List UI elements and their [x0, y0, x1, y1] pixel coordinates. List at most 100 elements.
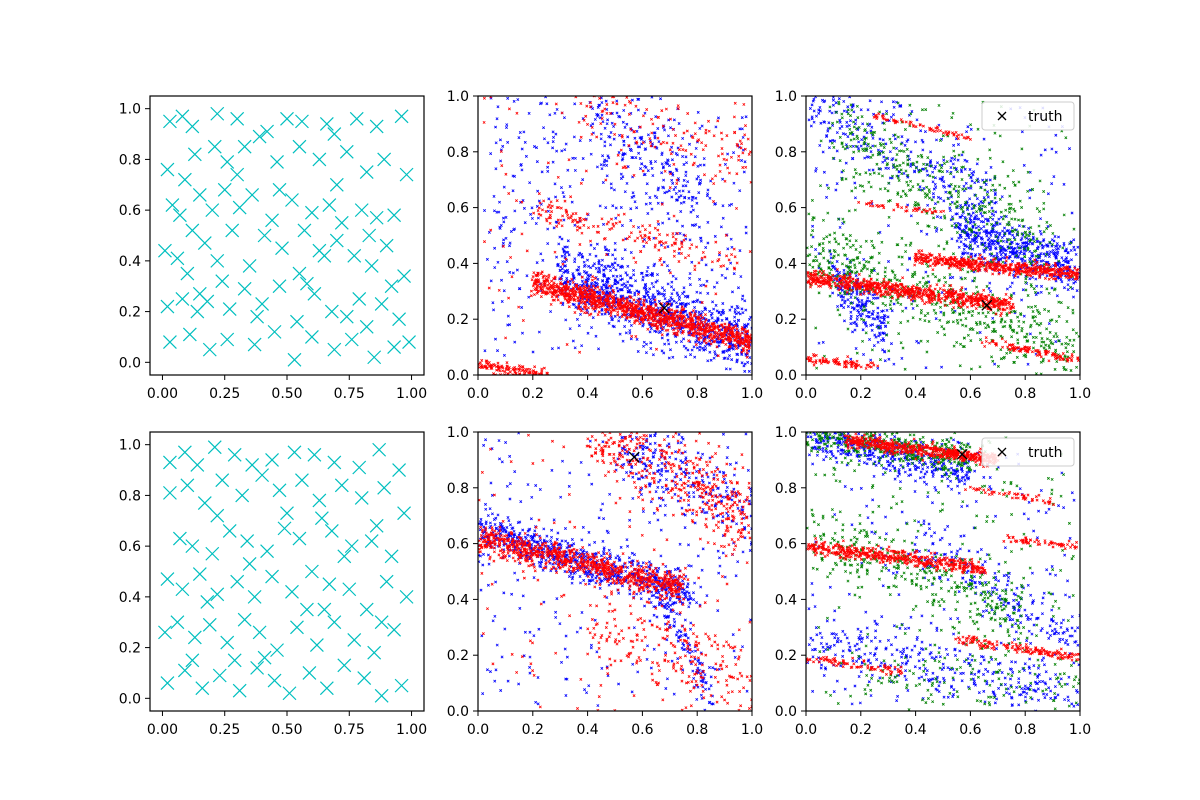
data-point	[512, 368, 516, 372]
data-point	[671, 312, 675, 316]
data-point	[561, 289, 564, 293]
data-point	[497, 368, 501, 372]
data-point	[720, 273, 724, 277]
data-point	[605, 290, 609, 294]
data-point	[633, 239, 637, 243]
data-point	[557, 206, 561, 210]
data-point	[327, 342, 342, 357]
data-point	[604, 310, 608, 314]
data-point	[678, 314, 682, 318]
data-point	[625, 299, 629, 303]
data-point	[707, 335, 711, 339]
data-point	[569, 195, 573, 199]
data-point	[580, 255, 584, 259]
data-point	[521, 319, 525, 323]
data-point	[918, 185, 922, 189]
data-point	[749, 340, 752, 344]
data-point	[740, 297, 744, 301]
data-point	[574, 211, 578, 215]
data-point	[605, 222, 609, 226]
data-point	[660, 286, 664, 290]
data-point	[596, 282, 600, 286]
data-point	[1053, 235, 1057, 238]
data-point	[496, 260, 500, 264]
data-point	[591, 306, 595, 310]
data-point	[672, 214, 676, 218]
data-point	[1054, 279, 1058, 283]
data-point	[562, 250, 566, 254]
data-point	[628, 299, 632, 303]
data-point	[532, 145, 536, 149]
data-point	[727, 332, 730, 336]
data-point	[540, 367, 544, 371]
data-point	[192, 187, 207, 202]
data-point	[709, 313, 713, 317]
data-point	[636, 97, 640, 101]
data-point	[505, 123, 509, 127]
data-point	[741, 294, 745, 298]
data-point	[701, 323, 705, 327]
data-point	[655, 320, 659, 324]
data-point	[675, 178, 679, 182]
data-point	[681, 148, 685, 152]
data-point	[626, 280, 630, 284]
data-point	[679, 311, 683, 315]
data-point	[842, 306, 846, 310]
data-point	[597, 310, 601, 314]
data-point	[675, 309, 679, 313]
data-point	[683, 305, 687, 309]
data-point	[630, 314, 634, 318]
data-point	[537, 206, 541, 210]
data-point	[700, 141, 704, 145]
data-point	[682, 337, 686, 341]
data-point	[740, 307, 744, 311]
data-point	[698, 345, 702, 349]
data-point	[695, 245, 699, 249]
data-point	[583, 294, 587, 298]
data-point	[745, 351, 749, 355]
data-point	[701, 310, 705, 314]
data-point	[517, 364, 521, 368]
data-point	[613, 132, 617, 136]
data-point	[882, 338, 886, 342]
data-point	[857, 140, 861, 144]
data-point	[645, 182, 649, 186]
data-point	[579, 102, 583, 106]
data-point	[536, 216, 540, 220]
data-point	[850, 105, 854, 109]
data-point	[242, 259, 257, 273]
data-point	[661, 327, 665, 331]
data-point	[618, 220, 622, 224]
data-point	[723, 179, 727, 183]
data-point	[666, 282, 670, 286]
data-point	[185, 223, 200, 238]
data-point	[634, 260, 638, 264]
data-point	[704, 318, 708, 322]
data-point	[675, 291, 679, 295]
data-point	[702, 339, 706, 343]
data-point	[971, 224, 975, 228]
data-point	[520, 200, 524, 204]
subplot-top-middle: 0.0 0.2 0.4 0.6 0.8 1.00.00.20.40.60.81.0	[447, 89, 763, 402]
data-point	[994, 235, 998, 239]
data-point	[595, 304, 599, 308]
data-point	[1031, 242, 1035, 246]
data-point	[720, 318, 724, 322]
data-point	[562, 292, 566, 296]
data-point	[702, 157, 706, 161]
data-point	[207, 139, 222, 154]
data-point	[598, 96, 602, 100]
data-point	[600, 263, 604, 267]
data-point	[593, 276, 597, 280]
data-point	[535, 291, 539, 295]
data-point	[732, 272, 736, 276]
data-point	[590, 285, 594, 289]
series-0	[158, 106, 416, 367]
data-point	[502, 289, 506, 293]
data-point	[842, 295, 846, 299]
data-point	[856, 298, 860, 302]
data-point	[747, 345, 751, 349]
data-point	[650, 310, 654, 314]
data-point	[501, 366, 505, 370]
data-point	[616, 263, 620, 267]
